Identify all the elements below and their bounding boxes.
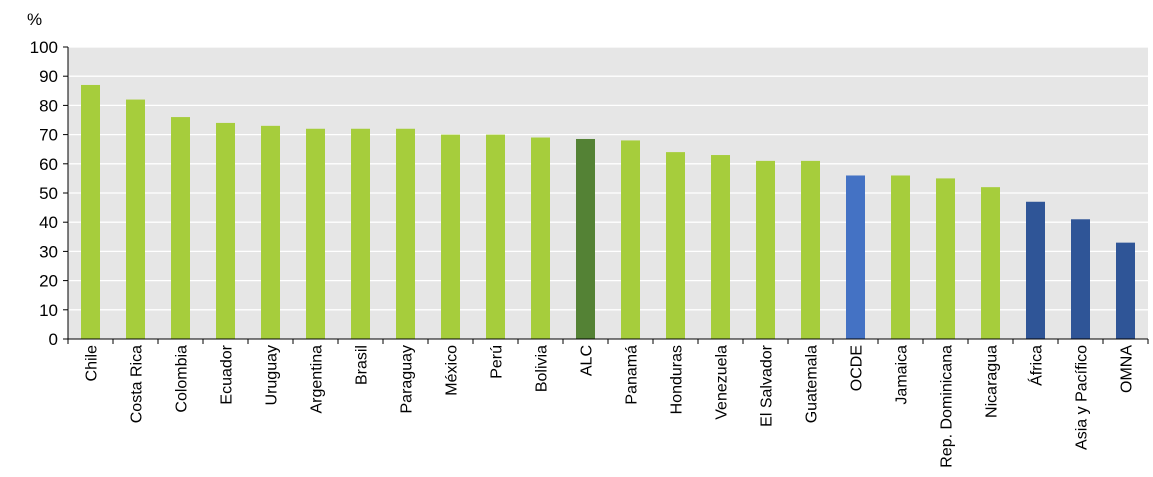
x-tick-label: Guatemala <box>804 345 821 423</box>
x-tick-label: El Salvador <box>759 344 776 426</box>
bar-6 <box>351 128 370 339</box>
x-tick-label: Chile <box>84 345 101 382</box>
bar-21 <box>1026 201 1045 339</box>
bar-14 <box>711 155 730 339</box>
x-tick-label: Honduras <box>669 345 686 414</box>
bar-17 <box>846 175 865 339</box>
bar-8 <box>441 134 460 339</box>
bar-0 <box>81 84 100 340</box>
bar-15 <box>756 160 775 339</box>
y-tick-label: 60 <box>39 155 58 174</box>
y-tick-label: 80 <box>39 96 58 115</box>
y-tick-label: 30 <box>39 242 58 261</box>
x-tick-label: OCDE <box>849 345 866 391</box>
bar-12 <box>621 140 640 339</box>
x-tick-label: Asia y Pacífico <box>1074 345 1091 450</box>
bar-9 <box>486 134 505 339</box>
bar-19 <box>936 178 955 339</box>
x-tick-label: OMNA <box>1119 345 1136 393</box>
y-tick-label: 90 <box>39 67 58 86</box>
x-tick-label: África <box>1027 345 1046 386</box>
y-tick-label: 10 <box>39 301 58 320</box>
x-tick-label: Perú <box>489 345 506 379</box>
x-tick-label: Venezuela <box>714 345 731 420</box>
y-tick-label: 100 <box>30 38 58 57</box>
y-tick-label: 70 <box>39 126 58 145</box>
y-tick-label: 50 <box>39 184 58 203</box>
bar-13 <box>666 152 685 339</box>
x-tick-label: Costa Rica <box>129 345 146 423</box>
bar-3 <box>216 122 235 339</box>
x-tick-label: México <box>444 345 461 396</box>
bar-7 <box>396 128 415 339</box>
x-tick-label: Nicaragua <box>984 345 1001 418</box>
x-tick-label: Rep. Dominicana <box>939 345 956 468</box>
x-tick-label: Paraguay <box>399 345 416 414</box>
x-tick-label: Argentina <box>309 345 326 414</box>
bar-23 <box>1116 242 1135 339</box>
x-tick-label: Bolivia <box>534 345 551 392</box>
bar-4 <box>261 125 280 339</box>
x-tick-label: Brasil <box>354 345 371 385</box>
x-tick-label: Panamá <box>624 345 641 405</box>
x-tick-label: Jamaica <box>894 345 911 405</box>
bar-16 <box>801 160 820 339</box>
bar-5 <box>306 128 325 339</box>
bar-18 <box>891 175 910 339</box>
bar-2 <box>171 117 190 339</box>
bar-1 <box>126 99 145 339</box>
y-tick-label: 40 <box>39 213 58 232</box>
x-tick-label: Ecuador <box>219 344 236 404</box>
bar-11 <box>576 138 595 339</box>
x-tick-label: Colombia <box>174 345 191 413</box>
bar-22 <box>1071 219 1090 339</box>
bar-10 <box>531 137 550 339</box>
y-tick-label: 20 <box>39 272 58 291</box>
x-tick-label: ALC <box>579 345 596 376</box>
bar-20 <box>981 187 1000 339</box>
y-tick-label: 0 <box>49 330 58 349</box>
x-tick-label: Uruguay <box>264 345 281 405</box>
y-axis-unit-label: % <box>27 10 42 29</box>
